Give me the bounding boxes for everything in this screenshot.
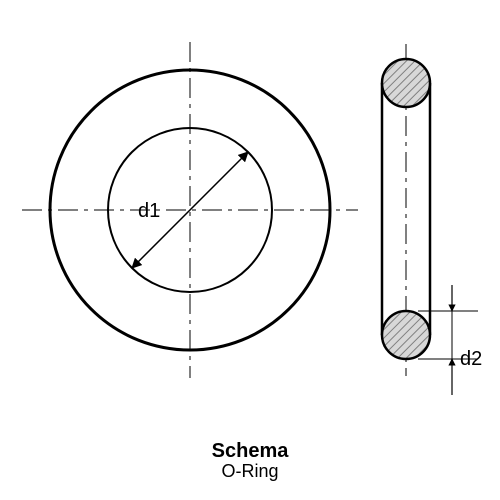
front-view bbox=[22, 42, 358, 378]
diagram-canvas: d1 d2 Schema O-Ring bbox=[0, 0, 500, 500]
d1-label: d1 bbox=[138, 200, 160, 223]
schematic-svg bbox=[0, 0, 500, 500]
cross-section-bottom bbox=[382, 311, 430, 359]
side-view bbox=[382, 44, 478, 395]
caption-title: Schema bbox=[0, 440, 500, 462]
caption-subtitle: O-Ring bbox=[0, 462, 500, 482]
cross-section-top bbox=[382, 59, 430, 107]
d2-label: d2 bbox=[460, 348, 482, 371]
caption: Schema O-Ring bbox=[0, 440, 500, 482]
